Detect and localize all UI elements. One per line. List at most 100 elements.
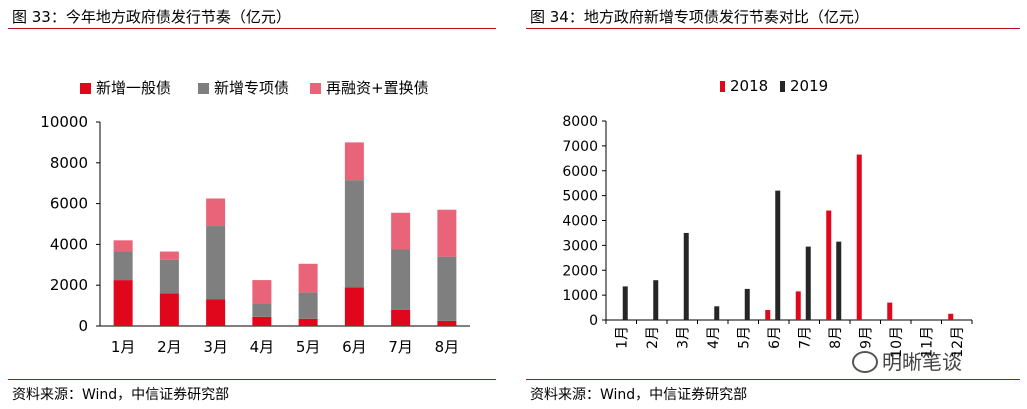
right-bar-2018 bbox=[948, 313, 954, 320]
left-bar-3 bbox=[437, 209, 457, 257]
right-x-tick-label: 5月 bbox=[736, 326, 752, 349]
left-y-tick-label: 0 bbox=[78, 317, 88, 335]
right-x-tick-label: 3月 bbox=[675, 326, 691, 349]
left-bar-2 bbox=[113, 251, 133, 281]
left-bar-1 bbox=[391, 309, 411, 326]
left-bar-1 bbox=[298, 318, 318, 326]
right-y-tick-label: 1000 bbox=[562, 288, 598, 304]
right-y-tick-label: 7000 bbox=[562, 139, 598, 155]
right-bar-2019 bbox=[622, 286, 628, 320]
left-bar-3 bbox=[344, 142, 364, 181]
left-x-tick-label: 2月 bbox=[157, 338, 182, 356]
right-chart-title: 图 34：地方政府新增专项债发行节奏对比（亿元） bbox=[530, 8, 869, 26]
left-bar-3 bbox=[391, 212, 411, 250]
left-bar-2 bbox=[391, 249, 411, 310]
legend-swatch-gray bbox=[198, 83, 209, 94]
right-y-tick-label: 6000 bbox=[562, 164, 598, 180]
right-x-tick-label: 10月 bbox=[889, 326, 905, 358]
right-bar-2019 bbox=[714, 306, 720, 320]
right-bar-2018 bbox=[826, 210, 832, 320]
left-bar-1 bbox=[344, 287, 364, 326]
right-y-tick-label: 8000 bbox=[562, 114, 598, 130]
legend-swatch-pink bbox=[310, 83, 321, 94]
right-bar-2019 bbox=[775, 190, 781, 320]
right-bar-2018 bbox=[765, 310, 771, 320]
left-bar-3 bbox=[252, 280, 272, 304]
right-bar-2018 bbox=[887, 302, 893, 320]
right-y-tick-label: 3000 bbox=[562, 238, 598, 254]
right-x-tick-label: 1月 bbox=[614, 326, 630, 349]
left-y-tick-label: 10000 bbox=[40, 113, 88, 131]
left-y-tick-label: 8000 bbox=[50, 154, 88, 172]
left-bar-1 bbox=[437, 320, 457, 326]
right-bar-2019 bbox=[805, 246, 811, 320]
left-y-tick-label: 4000 bbox=[50, 235, 88, 253]
right-x-tick-label: 7月 bbox=[797, 326, 813, 349]
left-title-rule bbox=[8, 28, 496, 29]
left-bar-1 bbox=[113, 280, 133, 326]
right-bar-2019 bbox=[836, 241, 842, 320]
right-y-tick-label: 0 bbox=[589, 313, 598, 329]
legend-swatch-red bbox=[80, 83, 91, 94]
wechat-bubble-icon bbox=[852, 351, 878, 373]
left-x-tick-label: 4月 bbox=[250, 338, 275, 356]
left-x-tick-label: 3月 bbox=[203, 338, 228, 356]
right-x-tick-label: 6月 bbox=[767, 326, 783, 349]
right-bar-2018 bbox=[795, 291, 801, 320]
right-bar-2019 bbox=[744, 288, 750, 320]
left-y-tick-label: 6000 bbox=[50, 195, 88, 213]
right-legend-label-1: 2018 bbox=[730, 77, 769, 95]
right-legend-item-1: 2018 bbox=[720, 77, 768, 95]
left-bar-2 bbox=[437, 256, 457, 321]
left-legend-item-3: 再融资+置换债 bbox=[310, 77, 429, 98]
right-x-tick-label: 4月 bbox=[706, 326, 722, 349]
right-source-rule bbox=[526, 379, 1020, 380]
right-y-tick-label: 5000 bbox=[562, 189, 598, 205]
left-bar-3 bbox=[298, 263, 318, 293]
left-y-tick-label: 2000 bbox=[50, 276, 88, 294]
left-legend-label-1: 新增一般债 bbox=[96, 79, 172, 97]
left-bar-2 bbox=[206, 226, 226, 300]
right-x-tick-label: 8月 bbox=[828, 326, 844, 349]
watermark-text: 明晰笔谈 bbox=[882, 350, 962, 374]
right-x-tick-label: 11月 bbox=[919, 326, 935, 358]
left-bar-1 bbox=[252, 316, 272, 326]
left-bar-2 bbox=[344, 180, 364, 288]
right-title-rule bbox=[526, 28, 1020, 29]
left-chart-title: 图 33：今年地方政府债发行节奏（亿元） bbox=[12, 8, 291, 26]
right-x-tick-label: 12月 bbox=[950, 326, 966, 358]
left-x-tick-label: 8月 bbox=[435, 338, 460, 356]
left-legend-item-1: 新增一般债 bbox=[80, 77, 171, 98]
left-bar-3 bbox=[159, 251, 179, 260]
left-bar-2 bbox=[159, 259, 179, 294]
right-x-tick-label: 9月 bbox=[858, 326, 874, 349]
left-bar-3 bbox=[113, 240, 133, 252]
right-bar-2019 bbox=[653, 280, 659, 320]
watermark: 明晰笔谈 bbox=[852, 346, 962, 375]
left-bar-1 bbox=[206, 299, 226, 326]
left-x-tick-label: 7月 bbox=[388, 338, 413, 356]
left-bar-3 bbox=[206, 198, 226, 227]
left-bar-2 bbox=[298, 292, 318, 319]
right-bar-2018 bbox=[856, 154, 862, 320]
left-legend-item-2: 新增专项债 bbox=[198, 77, 289, 98]
left-legend-label-2: 新增专项债 bbox=[214, 79, 290, 97]
right-bar-2019 bbox=[683, 232, 689, 320]
left-bar-2 bbox=[252, 303, 272, 317]
left-x-tick-label: 5月 bbox=[296, 338, 321, 356]
left-legend-label-3: 再融资+置换债 bbox=[326, 79, 429, 97]
left-x-tick-label: 6月 bbox=[342, 338, 367, 356]
left-x-tick-label: 1月 bbox=[111, 338, 136, 356]
right-legend-label-2: 2019 bbox=[790, 77, 829, 95]
legend-swatch-2018 bbox=[720, 81, 725, 92]
legend-swatch-2019 bbox=[780, 81, 785, 92]
right-y-tick-label: 4000 bbox=[562, 214, 598, 230]
right-y-tick-label: 2000 bbox=[562, 263, 598, 279]
right-x-tick-label: 2月 bbox=[645, 326, 661, 349]
right-legend-item-2: 2019 bbox=[780, 77, 828, 95]
left-source: 资料来源：Wind，中信证券研究部 bbox=[12, 387, 230, 403]
left-source-rule bbox=[8, 379, 496, 380]
left-bar-1 bbox=[159, 293, 179, 326]
right-source: 资料来源：Wind，中信证券研究部 bbox=[530, 387, 748, 403]
